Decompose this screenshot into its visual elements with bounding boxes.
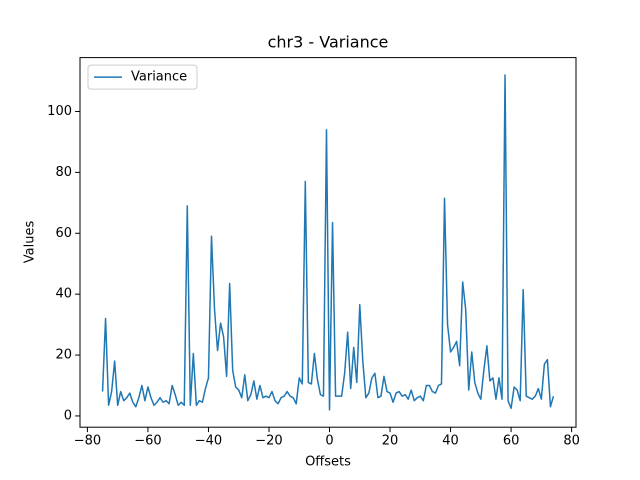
- y-tick-label: 60: [55, 226, 72, 241]
- x-tick-label: 0: [325, 434, 333, 449]
- x-tick-label: −60: [134, 434, 161, 449]
- y-tick-label: 0: [64, 408, 72, 423]
- x-tick-label: −80: [74, 434, 101, 449]
- chart-title: chr3 - Variance: [268, 33, 389, 52]
- x-tick-label: −20: [255, 434, 282, 449]
- x-tick-label: 80: [563, 434, 580, 449]
- y-tick-label: 80: [55, 165, 72, 180]
- y-tick-label: 100: [47, 104, 72, 119]
- axes-frame: [79, 57, 577, 428]
- y-tick-label: 20: [55, 348, 72, 363]
- legend-box: [87, 64, 198, 90]
- x-tick-label: −40: [195, 434, 222, 449]
- line-series: [101, 74, 555, 411]
- x-axis-label: Offsets: [305, 455, 351, 470]
- y-axis-label: Values: [23, 221, 38, 264]
- x-tick-label: 60: [503, 434, 520, 449]
- x-tick-label: 20: [382, 434, 399, 449]
- legend-label: Variance: [131, 70, 187, 85]
- y-tick-label: 40: [55, 287, 72, 302]
- x-tick-label: 40: [442, 434, 459, 449]
